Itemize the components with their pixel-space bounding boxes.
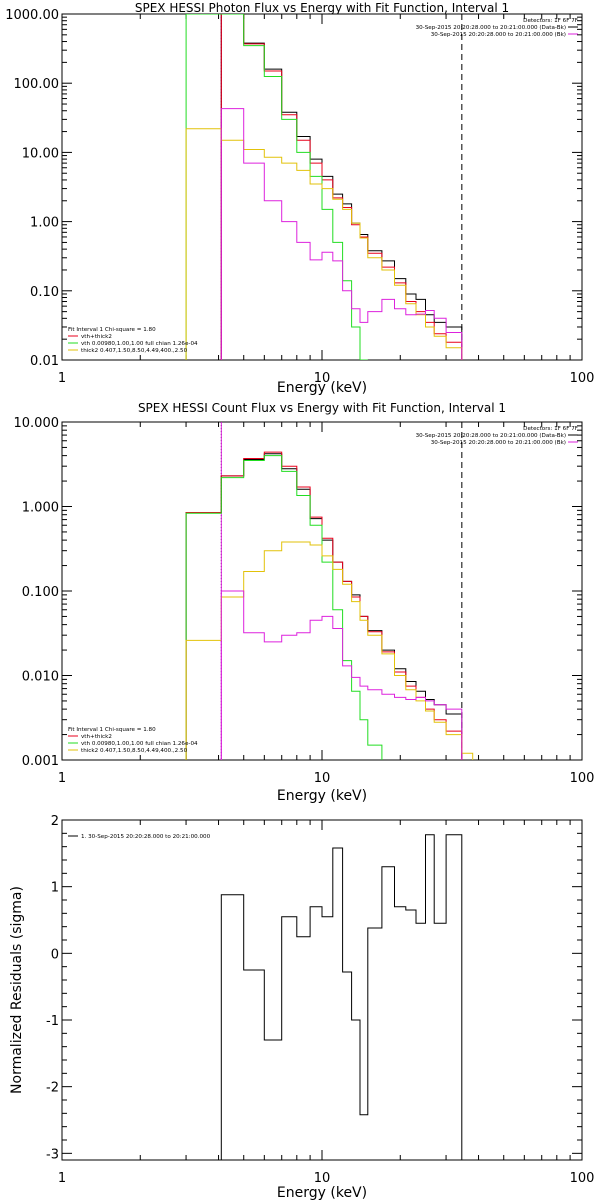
series-data-bk <box>220 14 463 360</box>
series-vth-thick2 <box>185 451 463 760</box>
y-tick-label: 10.000 <box>14 416 60 431</box>
data-series-group <box>185 451 474 760</box>
header-annotation: Detectors: 1F 6F 7F <box>523 18 578 24</box>
header-annotation: 30-Sep-2015 20:20:28.000 to 20:21:00.000… <box>416 25 566 31</box>
legend-entry: vth 0.00980,1.00,1.00 full chian 1.26e-0… <box>81 341 198 347</box>
series-bk <box>220 590 463 760</box>
series-vth <box>185 455 383 760</box>
plot-frame <box>61 819 583 1161</box>
y-tick-label: 1000.00 <box>5 8 59 23</box>
legend-entry: thick2 0.407,1.50,8.50,4.49,400.,2.50 <box>81 748 188 754</box>
series-data-bk <box>185 453 463 760</box>
y-tick-label: 1.00 <box>30 216 59 231</box>
series-thick2 <box>185 128 463 360</box>
y-tick-label: 10.00 <box>22 146 59 161</box>
header-annotation: 30-Sep-2015 20:20:28.000 to 20:21:00.000… <box>416 433 566 439</box>
y-tick-label: 1.000 <box>22 501 59 516</box>
y-tick-label: -2 <box>46 1081 59 1096</box>
data-series-group <box>220 834 463 1160</box>
legend-entry: vth+thick2 <box>81 334 112 340</box>
y-axis-label: Normalized Residuals (sigma) <box>9 886 25 1094</box>
y-tick-label: 0.001 <box>22 754 59 769</box>
x-tick-label: 1 <box>58 371 66 386</box>
x-tick-label: 100 <box>570 1171 595 1186</box>
residuals-panel: 1 10 100 -3 -2 -1 0 1 2 Energy (keV) Normalized Re… <box>9 814 594 1200</box>
header-annotation: 30-Sep-2015 20:20:28.000 to 20:21:00.000… <box>431 440 566 446</box>
x-tick-label: 10 <box>314 371 331 386</box>
x-tick-label: 100 <box>570 771 595 786</box>
data-series-group <box>185 14 463 360</box>
x-axis-label: Energy (keV) <box>277 380 367 396</box>
legend-entry: 1. 30-Sep-2015 20:20:28.000 to 20:21:00.… <box>81 834 211 840</box>
photon-flux-panel: SPEX HESSI Photon Flux vs Energy with Fi… <box>5 1 594 396</box>
y-tick-label: -3 <box>46 1147 59 1162</box>
plot-frame <box>61 421 583 761</box>
x-tick-label: 1 <box>58 1171 66 1186</box>
y-tick-label: 0.100 <box>22 585 59 600</box>
header-annotation: Detectors: 1F 6F 7F <box>523 426 578 432</box>
x-axis-label: Energy (keV) <box>277 788 367 804</box>
x-axis-label: Energy (keV) <box>277 1185 367 1200</box>
legend-entry: Fit Interval 1 Chi-square = 1.80 <box>68 727 156 733</box>
y-tick-label: 0.01 <box>30 354 59 369</box>
y-tick-label: 2 <box>51 814 59 829</box>
series-residuals <box>220 834 463 1160</box>
y-tick-label: 100.00 <box>14 77 60 92</box>
series-bk <box>220 108 463 360</box>
legend-entry: vth 0.00980,1.00,1.00 full chian 1.26e-0… <box>81 741 198 747</box>
x-tick-label: 100 <box>570 371 595 386</box>
count-flux-panel: SPEX HESSI Count Flux vs Energy with Fit… <box>14 401 595 804</box>
y-tick-label: 0 <box>51 947 59 962</box>
header-annotation: 30-Sep-2015 20:20:28.000 to 20:21:00.000… <box>431 32 566 38</box>
series-thick2 <box>185 541 474 760</box>
y-tick-label: 0.010 <box>22 670 59 685</box>
chart-title: SPEX HESSI Count Flux vs Energy with Fit… <box>138 401 506 415</box>
y-tick-label: 1 <box>51 881 59 896</box>
legend-entry: vth+thick2 <box>81 734 112 740</box>
y-tick-label: 0.10 <box>30 285 59 300</box>
legend-entry: Fit Interval 1 Chi-square = 1.80 <box>68 327 156 333</box>
chart-title: SPEX HESSI Photon Flux vs Energy with Fi… <box>135 1 509 15</box>
series-vth <box>185 14 368 360</box>
x-tick-label: 10 <box>314 771 331 786</box>
legend-entry: thick2 0.407,1.50,8.50,4.49,400.,2.50 <box>81 348 188 354</box>
y-tick-label: -1 <box>46 1014 59 1029</box>
x-tick-label: 1 <box>58 771 66 786</box>
x-tick-label: 10 <box>314 1171 331 1186</box>
